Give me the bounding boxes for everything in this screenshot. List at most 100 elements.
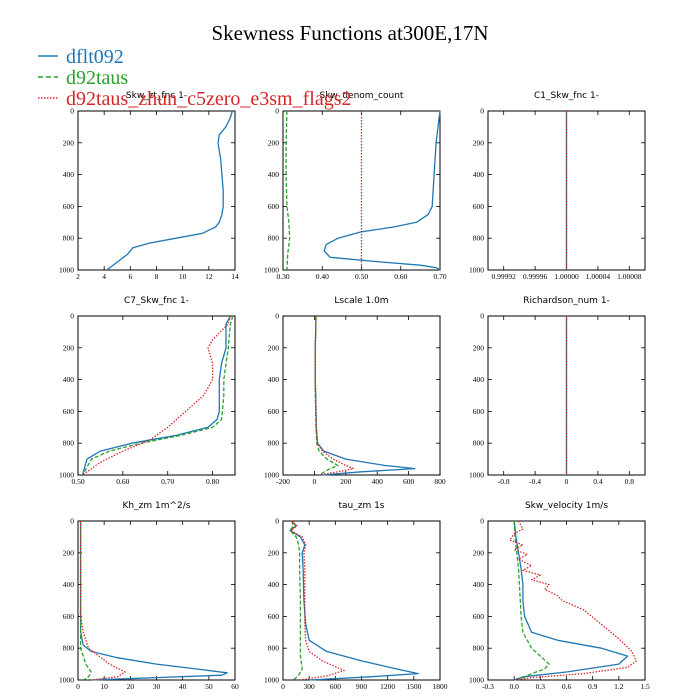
y-tick-label: 800 — [268, 439, 280, 448]
x-tick-label: 0.99992 — [492, 272, 517, 281]
y-tick-label: 0 — [70, 517, 74, 526]
x-tick-label: 400 — [372, 477, 384, 486]
y-tick-label: 600 — [473, 407, 485, 416]
y-tick-label: 400 — [268, 580, 280, 589]
x-tick-label: 300 — [304, 682, 316, 691]
y-tick-label: 1000 — [59, 471, 74, 480]
y-tick-label: 1000 — [59, 676, 74, 685]
x-tick-label: 600 — [330, 682, 342, 691]
y-tick-label: 200 — [63, 138, 75, 147]
y-tick-label: 800 — [473, 234, 485, 243]
panel-title: Richardson_num 1- — [523, 296, 610, 306]
y-tick-label: 400 — [473, 170, 485, 179]
y-tick-label: 800 — [63, 644, 75, 653]
panel-2: Skw_denom_count 0.30 0.40 0.50 0.60 0.70 0 200 4… — [264, 91, 447, 281]
x-tick-label: 4 — [102, 272, 106, 281]
x-tick-label: 0.0 — [509, 682, 519, 691]
y-tick-label: 0 — [480, 517, 484, 526]
panel-7: Kh_zm 1m^2/s0 10 20 30 40 50 60020040060080010… — [59, 501, 239, 691]
x-tick-label: -200 — [276, 477, 290, 486]
x-tick-label: 1200 — [380, 682, 395, 691]
x-tick-label: 0.70 — [433, 272, 446, 281]
y-tick-label: 800 — [473, 439, 485, 448]
series-line-dflt092 — [79, 521, 228, 681]
y-tick-label: 0 — [275, 517, 279, 526]
series-line-d92taus_zhun_c5zero_e3sm_flags2 — [79, 521, 126, 681]
y-tick-label: 200 — [268, 138, 280, 147]
series-line-d92taus — [81, 315, 234, 476]
x-tick-label: 8 — [155, 272, 159, 281]
x-tick-label: 0.99996 — [523, 272, 548, 281]
series-line-d92taus — [314, 315, 339, 476]
legend-label-d92taus: d92taus — [66, 67, 128, 89]
series-line-d92taus — [285, 110, 291, 271]
panel-title: Skw_zt_fnc 1- — [126, 91, 187, 101]
y-tick-label: 0 — [70, 312, 74, 321]
x-tick-label: 50 — [205, 682, 213, 691]
x-tick-label: 0.60 — [394, 272, 407, 281]
y-tick-label: 400 — [268, 170, 280, 179]
panel-9: Skw_velocity 1m/s -0.3 0.0 0.3 0.6 0.9 1.2 1.5 0… — [469, 501, 650, 691]
y-tick-label: 400 — [63, 375, 75, 384]
panel-title: C1_Skw_fnc 1- — [534, 91, 599, 101]
y-tick-label: 600 — [63, 407, 75, 416]
x-tick-label: 0.6 — [562, 682, 572, 691]
y-tick-label: 400 — [63, 580, 75, 589]
panel-title: Skw_denom_count — [320, 91, 404, 101]
y-tick-label: 0 — [275, 312, 279, 321]
x-tick-label: 900 — [356, 682, 368, 691]
y-tick-label: 400 — [268, 375, 280, 384]
series-line-dflt092 — [81, 315, 232, 476]
y-tick-label: 800 — [63, 234, 75, 243]
y-tick-label: 0 — [480, 312, 484, 321]
series-line-dflt092 — [513, 520, 629, 681]
y-tick-label: 800 — [63, 439, 75, 448]
plot-frame — [77, 520, 236, 681]
x-tick-label: 2 — [76, 272, 80, 281]
x-tick-label: 1.00004 — [586, 272, 611, 281]
y-tick-label: 800 — [268, 234, 280, 243]
y-tick-label: 1000 — [59, 266, 74, 275]
x-tick-label: 0 — [76, 682, 80, 691]
legend: dflt092 d92taus d92taus_zhun_c5zero_e3sm… — [38, 46, 351, 110]
series-line-dflt092 — [314, 315, 416, 476]
y-tick-label: 1000 — [264, 676, 279, 685]
panel-3: C1_Skw_fnc 1- 0.99992 0.99996 1.00000 1.0000… — [469, 91, 646, 281]
panel-grid: Skw_zt_fnc 1-2 4 6 8 10 12 1402004006008001000… — [59, 91, 650, 691]
y-tick-label: 400 — [473, 580, 485, 589]
series-line-dflt092 — [323, 110, 441, 271]
x-tick-label: 1.5 — [640, 682, 650, 691]
panel-6: Richardson_num 1- -0.8 -0.4 0 0.4 0.8 0 200 400 6… — [469, 296, 646, 486]
series-line-d92taus_zhun_c5zero_e3sm_flags2 — [290, 520, 345, 681]
x-tick-label: 0.40 — [316, 272, 329, 281]
panel-8: tau_zm 1s 0 300 600 900 1200 1500 1800 0 200 400 60… — [264, 501, 448, 691]
panel-title: Skw_velocity 1m/s — [525, 501, 608, 511]
panel-5: Lscale 1.0m -200 0 200 400 600 800 0 200 400 600 80… — [264, 296, 446, 486]
y-tick-label: 200 — [63, 343, 75, 352]
x-tick-label: 0 — [313, 477, 317, 486]
y-tick-label: 600 — [473, 202, 485, 211]
series-line-d92taus — [513, 520, 550, 681]
x-tick-label: 600 — [403, 477, 415, 486]
series-line-d92taus_zhun_c5zero_e3sm_flags2 — [509, 520, 637, 681]
y-tick-label: 1000 — [264, 471, 279, 480]
panel-1: Skw_zt_fnc 1- 2 4 6 8 10 12 14 0 200 400 600 800 1000 — [59, 91, 239, 281]
y-tick-label: 200 — [473, 138, 485, 147]
series-line-dflt092 — [289, 520, 419, 681]
panel-title: C7_Skw_fnc 1- — [124, 296, 189, 306]
x-tick-label: 0.50 — [355, 272, 368, 281]
x-tick-label: 0.9 — [588, 682, 598, 691]
x-tick-label: -0.8 — [498, 477, 510, 486]
y-tick-label: 600 — [268, 407, 280, 416]
x-tick-label: 0.80 — [206, 477, 219, 486]
x-tick-label: 60 — [231, 682, 239, 691]
x-tick-label: 0.3 — [536, 682, 546, 691]
y-tick-label: 400 — [63, 170, 75, 179]
series-line-dflt092 — [106, 110, 234, 271]
y-tick-label: 0 — [275, 107, 279, 116]
x-tick-label: 30 — [153, 682, 161, 691]
y-tick-label: 1000 — [264, 266, 279, 275]
panel-title: Kh_zm 1m^2/s — [123, 501, 191, 511]
x-tick-label: 0 — [565, 477, 569, 486]
y-tick-label: 200 — [473, 548, 485, 557]
